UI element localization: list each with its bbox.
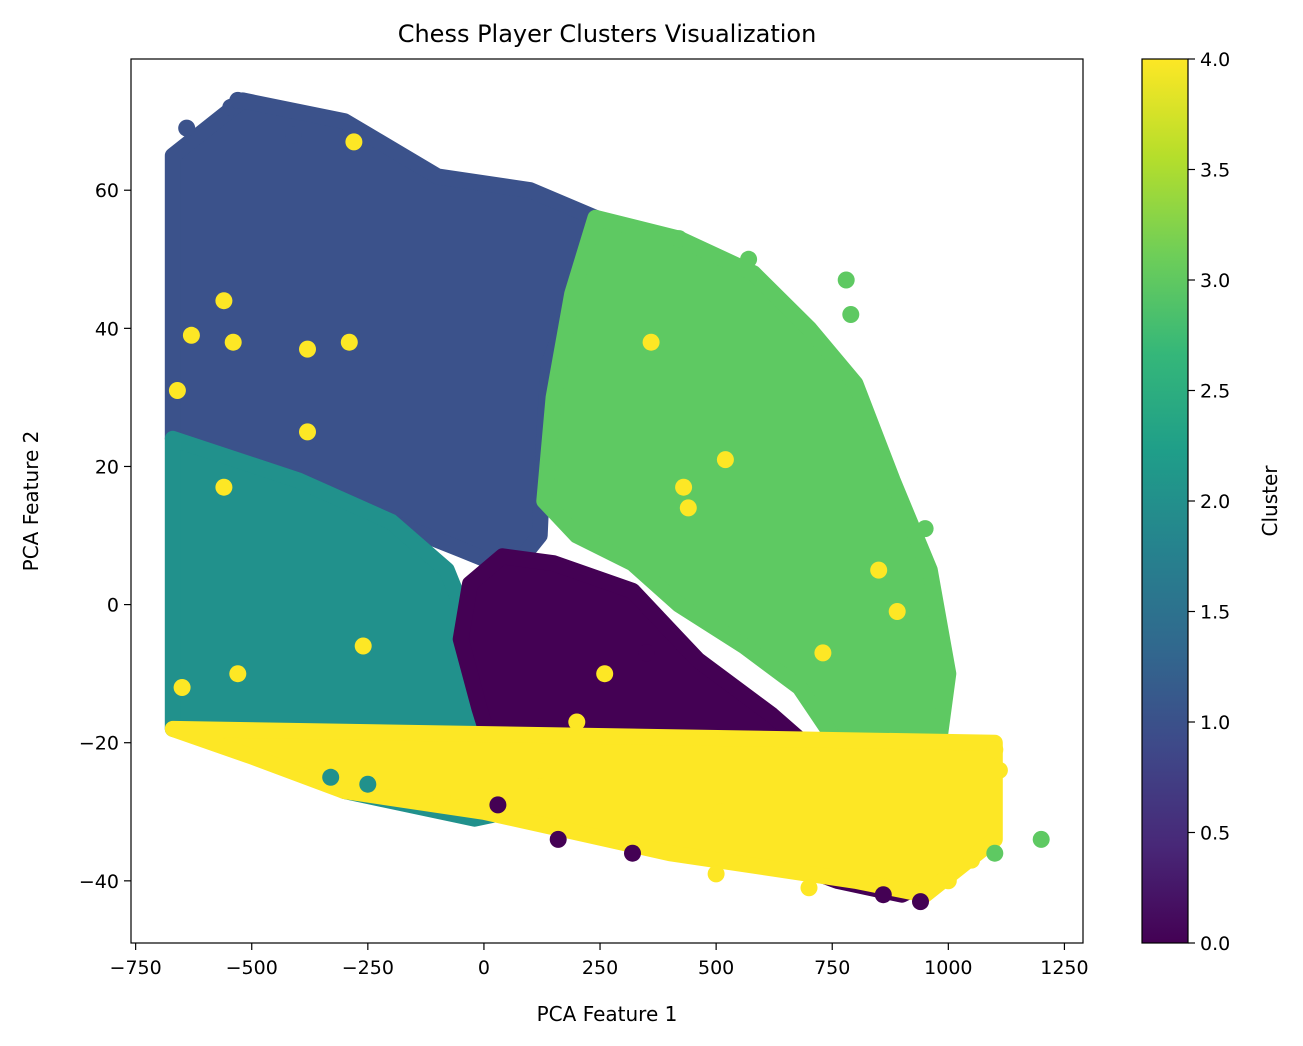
scatter-point [870,561,888,579]
x-tick-label: −250 [342,957,394,979]
scatter-point [215,478,233,496]
scatter-point [531,761,549,779]
colorbar-tick-label: 1.0 [1200,712,1230,734]
scatter-point [963,851,980,869]
colorbar-title: Cluster [1258,465,1282,537]
y-tick-label: −20 [79,733,119,755]
scatter-point [178,119,196,137]
plot-area [164,91,1050,911]
colorbar-tick-label: 2.5 [1200,381,1230,403]
scatter-point [596,665,614,683]
scatter-point [679,499,697,517]
scatter-point [912,893,929,911]
scatter-point [229,665,247,683]
colorbar-ticks: 0.0 0.5 1.0 1.5 2.0 2.5 3.0 3.5 4.0 [1188,49,1230,955]
colorbar-tick-label: 3.0 [1200,270,1230,292]
scatter-point [670,230,688,248]
scatter-point [359,775,377,793]
scatter-point [215,292,233,310]
x-tick-label: 500 [698,957,734,979]
scatter-points [168,91,1050,911]
y-tick-label: −40 [79,871,119,893]
x-axis: −750 −500 −250 0 250 500 750 1000 1250 [110,943,1089,979]
scatter-point [568,713,586,731]
scatter-point [990,761,1008,779]
y-tick-label: 20 [95,456,119,478]
scatter-point [939,872,957,890]
cluster-4-region [164,720,1003,903]
x-axis-title: PCA Feature 1 [537,1002,678,1026]
scatter-point [433,789,451,807]
plot-frame [130,58,1084,944]
scatter-point [712,803,730,821]
scatter-point [893,513,911,531]
scatter-point [229,91,247,109]
scatter-point [986,741,1004,759]
scatter-point [299,340,316,358]
x-tick-label: 0 [478,957,490,979]
scatter-point [740,250,758,268]
scatter-point [986,844,1004,862]
scatter-point [1032,830,1050,848]
colorbar-tick-label: 4.0 [1200,49,1230,71]
scatter-point [837,271,855,289]
scatter-point [707,865,725,883]
scatter-point [814,644,832,662]
colorbar: 0.0 0.5 1.0 1.5 2.0 2.5 3.0 3.5 4.0 Cluster [1141,49,1282,955]
scatter-point [285,126,302,144]
x-tick-label: 1250 [1040,957,1088,979]
cluster-regions [164,92,1003,903]
chart-title: Chess Player Clusters Visualization [398,20,817,48]
scatter-point [642,333,660,351]
y-axis: −40 −20 0 20 40 60 [79,180,131,893]
scatter-point [168,382,186,399]
scatter-point [345,133,363,151]
scatter-point [874,886,892,904]
x-tick-label: −750 [110,957,162,979]
scatter-point [716,451,734,469]
x-tick-label: 1000 [924,957,972,979]
scatter-point [842,306,860,323]
x-tick-label: 750 [814,957,850,979]
scatter-point [921,616,939,634]
scatter-point [549,830,567,848]
scatter-point [224,333,242,351]
y-axis-title: PCA Feature 2 [19,431,43,572]
scatter-point [624,844,641,862]
scatter-point [888,603,906,620]
colorbar-tick-label: 3.5 [1200,160,1230,182]
x-tick-label: 250 [582,957,618,979]
scatter-point [173,679,191,696]
scatter-point [638,644,655,662]
scatter-point [354,637,372,655]
colorbar-tick-label: 0.5 [1200,823,1230,845]
colorbar-tick-label: 0.0 [1200,933,1230,955]
x-tick-label: −500 [226,957,278,979]
scatter-point [299,423,316,441]
y-tick-label: 40 [95,318,119,340]
colorbar-bar [1141,58,1189,944]
y-tick-label: 0 [107,595,119,617]
scatter-point [489,796,507,814]
colorbar-tick-label: 1.5 [1200,602,1230,624]
scatter-point [675,478,693,496]
scatter-point [916,520,934,538]
y-tick-label: 60 [95,180,119,202]
scatter-point [182,326,200,344]
scatter-point [322,768,340,786]
scatter-point [800,879,818,897]
scatter-point [340,333,358,351]
colorbar-tick-label: 2.0 [1200,491,1230,513]
